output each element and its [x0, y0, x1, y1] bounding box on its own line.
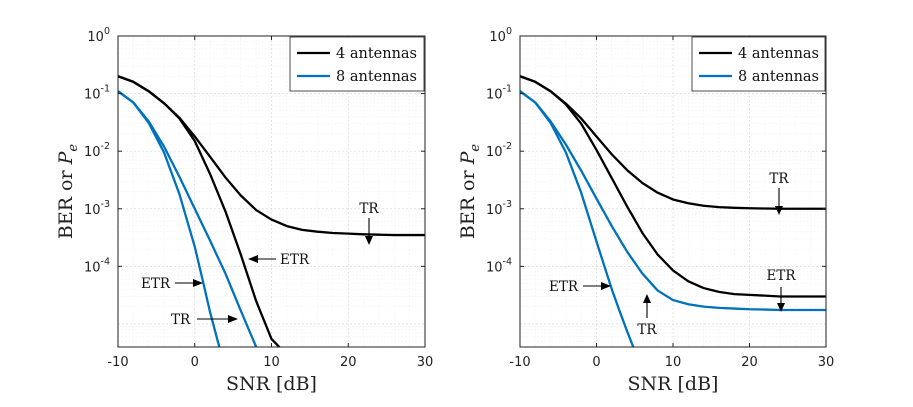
left-y-tick-label: 100 — [87, 26, 110, 45]
right-x-axis-label: SNR [dB] — [628, 373, 719, 395]
right-x-tick-label: 10 — [665, 355, 682, 370]
right-y-label-symbol: P — [457, 150, 479, 165]
right-ticks — [519, 35, 827, 347]
right-y-tick-label: 100 — [489, 26, 512, 45]
right-x-tick-label: 30 — [818, 355, 835, 370]
right-legend-box — [691, 36, 826, 92]
left-series-4-antennas-etr — [118, 75, 281, 347]
left-annotation-arrowhead-etr-black — [248, 255, 258, 263]
right-y-tick-label: 10-2 — [486, 141, 512, 160]
left-annotation-arrowhead-tr-blue — [228, 315, 238, 323]
right-annotations: TR ETR ETR TR — [549, 171, 796, 338]
left-annotation-arrowhead-etr-blue — [193, 279, 203, 287]
right-annotation-etr-black: ETR — [766, 268, 796, 284]
right-y-label-subscript: e — [468, 144, 483, 152]
right-series-8-antennas-tr — [520, 90, 826, 312]
left-annotation-arrowhead-tr-black — [365, 236, 373, 245]
left-y-tick-label: 10-2 — [84, 141, 110, 160]
right-y-tick-label: 10-1 — [486, 84, 512, 103]
right-x-tick-label: 0 — [592, 355, 600, 370]
right-legend: 4 antennas 8 antennas — [691, 36, 826, 92]
right-x-tick-label: -10 — [509, 355, 530, 370]
left-x-axis-label: SNR [dB] — [226, 373, 317, 395]
right-y-tick-label: 10-4 — [486, 256, 512, 275]
right-annotation-arrowhead-tr-blue — [643, 294, 651, 303]
right-legend-label-4-antennas: 4 antennas — [738, 46, 819, 62]
left-x-tick-label: 20 — [340, 355, 357, 370]
left-y-label-text: BER or — [55, 164, 77, 239]
left-ticks — [117, 35, 426, 347]
left-y-tick-labels: 100 10-1 10-2 10-3 10-4 — [84, 26, 110, 275]
right-x-tick-labels: -10 0 10 20 30 — [509, 355, 834, 370]
right-x-tick-label: 20 — [741, 355, 758, 370]
left-y-axis-label: BER or Pe — [55, 144, 81, 240]
left-legend-label-4-antennas: 4 antennas — [336, 46, 417, 62]
right-annotation-arrowhead-tr-black — [775, 206, 783, 215]
left-series-8-antennas-etr — [118, 90, 221, 347]
left-series — [118, 75, 425, 347]
right-y-label-text: BER or — [457, 164, 479, 239]
right-legend-label-8-antennas: 8 antennas — [738, 69, 819, 85]
left-y-tick-label: 10-3 — [84, 199, 110, 218]
right-y-tick-labels: 100 10-1 10-2 10-3 10-4 — [486, 26, 512, 275]
right-annotation-tr-blue: TR — [637, 322, 657, 338]
left-annotation-etr-blue: ETR — [141, 276, 171, 292]
left-x-tick-label: -10 — [107, 355, 128, 370]
left-annotation-tr-blue: TR — [171, 312, 191, 328]
left-x-tick-labels: -10 0 10 20 30 — [107, 355, 433, 370]
right-annotation-arrowhead-etr-blue — [601, 282, 611, 290]
left-legend-label-8-antennas: 8 antennas — [336, 69, 417, 85]
left-x-tick-label: 30 — [417, 355, 434, 370]
right-y-tick-label: 10-3 — [486, 199, 512, 218]
left-annotation-etr-black: ETR — [280, 252, 310, 268]
right-series-8-antennas-etr — [520, 90, 635, 347]
left-y-tick-label: 10-4 — [84, 256, 110, 275]
right-annotation-tr-black: TR — [769, 171, 789, 187]
left-y-label-subscript: e — [66, 144, 81, 152]
left-x-tick-label: 0 — [191, 355, 199, 370]
left-annotations: TR ETR ETR TR — [141, 201, 379, 328]
right-annotation-arrowhead-etr-black — [777, 303, 785, 312]
left-x-tick-label: 10 — [263, 355, 280, 370]
right-series-4-antennas-etr — [520, 75, 826, 298]
left-annotation-tr-black: TR — [359, 201, 379, 217]
left-y-tick-label: 10-1 — [84, 84, 110, 103]
left-y-label-symbol: P — [55, 150, 77, 165]
right-y-axis-label: BER or Pe — [457, 144, 483, 240]
left-legend-box — [289, 36, 425, 92]
right-series — [520, 75, 826, 347]
right-annotation-etr-blue: ETR — [549, 279, 579, 295]
right-series-4-antennas-tr — [520, 75, 826, 210]
left-legend: 4 antennas 8 antennas — [289, 36, 425, 92]
